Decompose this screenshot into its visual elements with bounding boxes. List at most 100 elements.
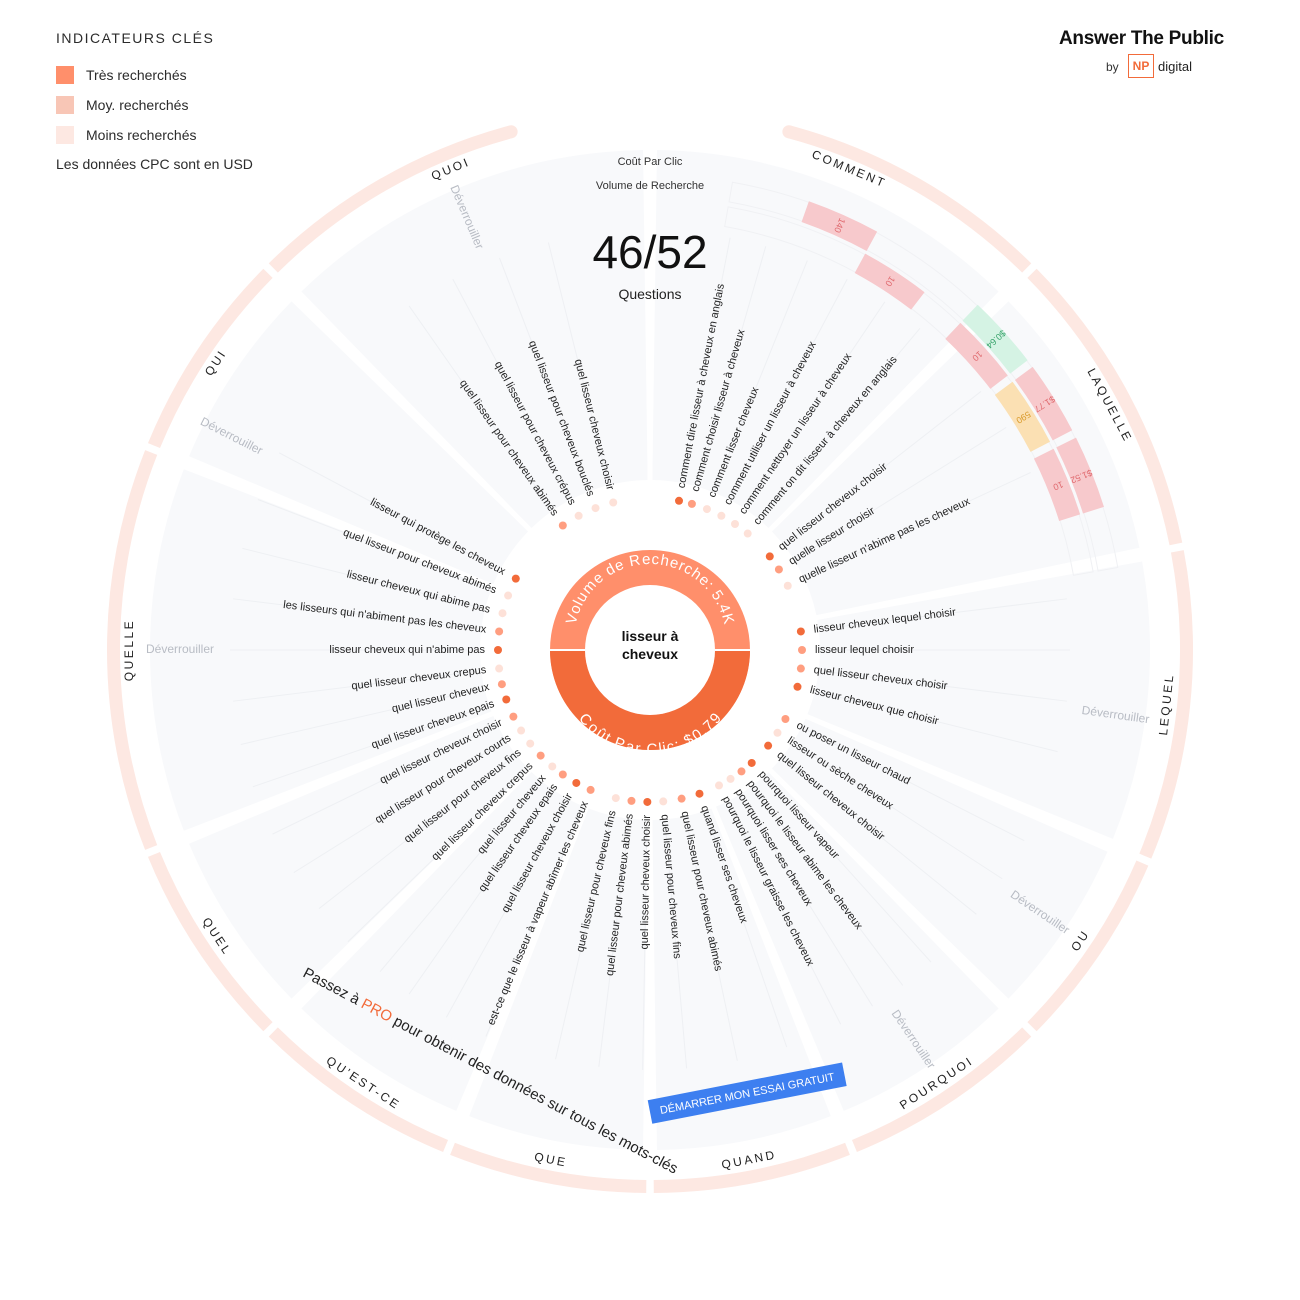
- question-dot: [574, 511, 583, 520]
- question-dot: [495, 627, 504, 636]
- sector-que: [469, 808, 648, 1150]
- category-label[interactable]: QUE: [533, 1150, 569, 1170]
- ring-segment-que: [450, 1142, 647, 1193]
- question-spoke: [747, 301, 886, 506]
- question-spoke: [278, 452, 496, 569]
- question-spoke: [785, 759, 977, 915]
- question-spoke: [233, 670, 477, 702]
- question-spoke: [729, 805, 842, 1025]
- sector-pourquoi: [715, 771, 999, 1111]
- question-spoke: [233, 598, 477, 630]
- sector-quoi: [301, 150, 648, 529]
- keyword-line-1: lisseur à: [622, 628, 679, 644]
- ring-segment-pourquoi: [851, 1027, 1032, 1153]
- question-dot: [798, 646, 806, 654]
- question-dot: [643, 797, 652, 806]
- free-trial-button-bg[interactable]: [647, 1062, 847, 1124]
- question-spoke: [408, 793, 551, 995]
- legend-title: INDICATEURS CLÉS: [56, 30, 215, 46]
- question-dot: [743, 529, 752, 538]
- question-spoke: [715, 260, 808, 488]
- sector-laquelle: [771, 301, 1140, 616]
- question-dot: [702, 505, 711, 514]
- sector-quel: [189, 715, 529, 999]
- metric-cell: [994, 381, 1051, 452]
- question-item[interactable]: lisseur cheveux qui n'abime pas: [329, 644, 485, 656]
- ring-segment-qui: [147, 268, 273, 449]
- question-spoke: [452, 278, 569, 496]
- question-spoke: [499, 257, 588, 487]
- ring-segment-quel: [147, 851, 273, 1032]
- question-dot: [796, 664, 805, 673]
- ring-segment-quoi: [268, 125, 513, 273]
- question-dot: [764, 741, 773, 750]
- question-dot: [558, 521, 567, 530]
- question-dot: [793, 682, 802, 691]
- category-label[interactable]: LEQUEL: [1156, 673, 1176, 736]
- question-dot: [511, 574, 520, 583]
- legend-label-mid: Moy. recherchés: [86, 97, 189, 113]
- brand-by: by: [1106, 60, 1119, 74]
- question-dot: [609, 498, 618, 507]
- question-spoke: [697, 246, 767, 482]
- legend-item-low: Moins recherchés: [56, 120, 253, 150]
- question-spoke: [642, 824, 648, 1070]
- sector-comment: [652, 150, 999, 529]
- question-dot: [737, 767, 746, 776]
- sector-divider: [711, 806, 842, 1120]
- question-dot: [796, 627, 805, 636]
- question-dot: [677, 794, 686, 803]
- sector-divider: [458, 806, 589, 1120]
- category-label[interactable]: QUELLE: [122, 619, 136, 681]
- metric-value: 10: [970, 349, 984, 363]
- question-spoke: [445, 802, 566, 1018]
- legend-swatch-high: [56, 66, 74, 84]
- question-spoke: [598, 823, 630, 1067]
- sector-quand: [652, 808, 831, 1150]
- question-dot: [659, 797, 668, 806]
- volume-label: Volume de Recherche: [596, 180, 704, 192]
- question-spoke: [257, 499, 487, 588]
- keyword-line-2: cheveux: [622, 646, 678, 662]
- np-logo-icon: NP: [1128, 54, 1154, 78]
- question-dot: [715, 781, 724, 790]
- sector-lequel: [807, 561, 1151, 839]
- legend-item-high: Très recherchés: [56, 60, 253, 90]
- ring-segment-ou: [1027, 860, 1149, 1032]
- ring-segment-questce: [268, 1027, 449, 1153]
- question-dot: [526, 739, 535, 748]
- question-spoke: [347, 771, 525, 943]
- metric-track: [728, 181, 1119, 572]
- question-spoke: [819, 691, 1058, 753]
- question-spoke: [485, 810, 583, 1037]
- brand-digital: digital: [1158, 59, 1192, 74]
- question-spoke: [762, 327, 921, 517]
- question-dot: [687, 499, 696, 508]
- question-spoke: [731, 278, 848, 496]
- unlock-button[interactable]: Déverrouiller: [146, 642, 214, 656]
- legend: INDICATEURS CLÉS Très recherchés Moy. re…: [56, 30, 253, 172]
- question-dot: [548, 762, 557, 771]
- sector-divider: [816, 551, 1147, 621]
- cpc-label: Coût Par Clic: [618, 156, 683, 168]
- ring-segment-quand: [653, 1142, 850, 1193]
- question-spoke: [742, 798, 873, 1007]
- ring-segment-lequel: [1139, 550, 1193, 859]
- question-item[interactable]: lisseur lequel choisir: [815, 644, 914, 656]
- sector-divider: [180, 458, 494, 589]
- question-dot: [498, 609, 507, 618]
- center-core: [585, 585, 715, 715]
- metric-cell: [1033, 448, 1081, 521]
- legend-item-mid: Moy. recherchés: [56, 90, 253, 120]
- question-spoke: [408, 305, 551, 507]
- metric-cell: [1056, 437, 1104, 514]
- question-item[interactable]: quel lisseur cheveux choisir: [639, 815, 653, 950]
- question-dot: [517, 726, 526, 735]
- question-spoke: [766, 779, 932, 963]
- sector-ou: [771, 718, 1108, 999]
- question-dot: [675, 496, 684, 505]
- brand-name: Answer The Public: [1059, 28, 1224, 49]
- ring-cap: [782, 125, 796, 139]
- question-spoke: [706, 815, 788, 1048]
